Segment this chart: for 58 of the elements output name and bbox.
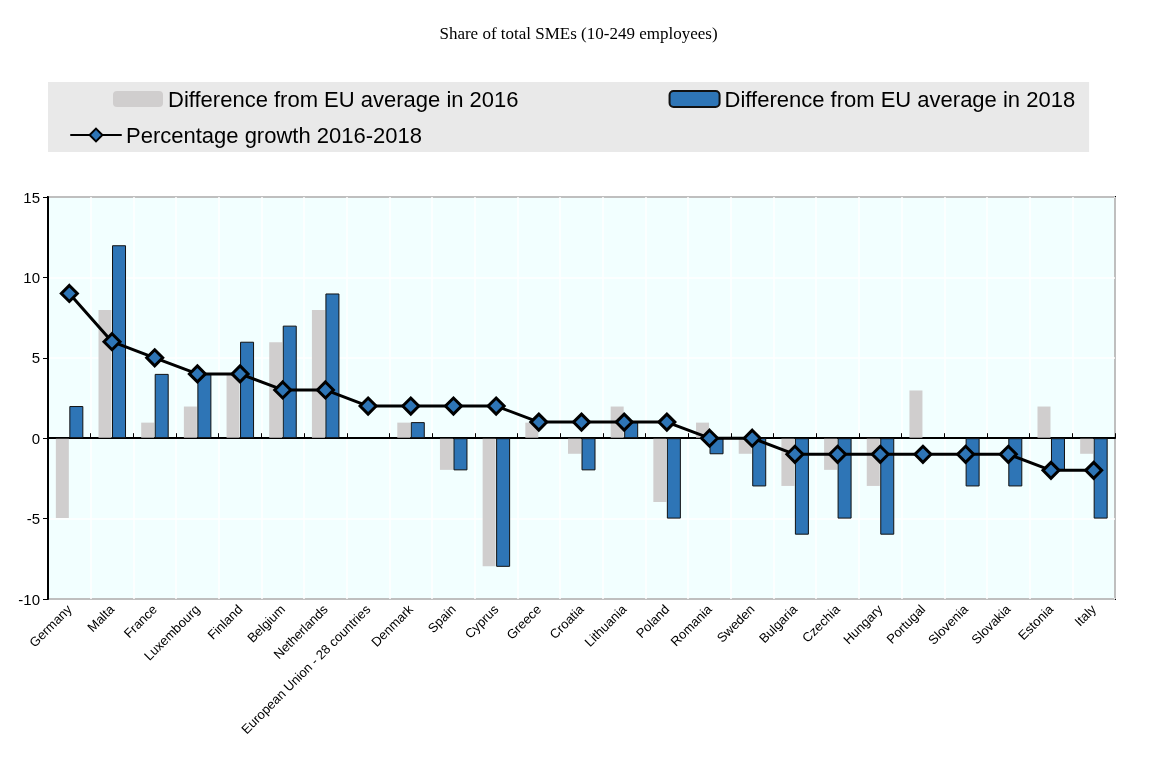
- point: [785, 444, 805, 464]
- bar: [909, 390, 923, 438]
- bar: [183, 406, 197, 438]
- point: [998, 444, 1018, 464]
- point: [657, 412, 677, 432]
- point: [145, 348, 165, 368]
- point: [913, 444, 933, 464]
- bar: [568, 438, 581, 454]
- point: [742, 428, 762, 448]
- point: [230, 364, 250, 384]
- bar: [226, 374, 240, 438]
- bar: [141, 422, 155, 438]
- bar: [69, 406, 84, 439]
- point: [529, 412, 549, 432]
- chart-title: Share of total SMEs (10-249 employees): [439, 24, 718, 43]
- point: [401, 396, 421, 416]
- legend-label: Difference from EU average in 2018: [724, 86, 1076, 112]
- x-tick-label: Italy: [1071, 601, 1100, 630]
- point: [1084, 460, 1104, 480]
- bar: [311, 310, 325, 438]
- bar: [581, 438, 596, 471]
- bar: [653, 438, 667, 503]
- y-tick-label: 10: [23, 268, 40, 286]
- y-tick-label: 15: [23, 188, 40, 206]
- y-tick-label: 0: [31, 429, 40, 447]
- bar: [154, 373, 169, 439]
- point: [358, 396, 378, 416]
- bar: [410, 422, 425, 439]
- point: [572, 412, 591, 432]
- point: [102, 332, 122, 352]
- bar: [55, 438, 69, 519]
- point: [828, 444, 848, 464]
- bar: [1037, 406, 1051, 438]
- point: [486, 396, 506, 416]
- point: [870, 444, 890, 464]
- point: [614, 412, 634, 432]
- point: [59, 283, 79, 303]
- y-tick-label: 5: [31, 349, 40, 367]
- point: [273, 380, 293, 400]
- bar: [439, 438, 453, 470]
- bar: [666, 438, 681, 519]
- point: [1041, 460, 1061, 480]
- point: [187, 364, 207, 384]
- bar: [1080, 438, 1094, 454]
- bar: [98, 310, 112, 438]
- point: [315, 380, 335, 400]
- bar: [453, 438, 468, 471]
- legend-label: Percentage growth 2016-2018: [126, 122, 422, 148]
- point: [700, 428, 720, 448]
- point: [443, 396, 463, 416]
- bar: [269, 342, 283, 438]
- legend-label: Difference from EU average in 2016: [168, 86, 519, 112]
- y-tick-label: -5: [26, 510, 40, 528]
- y-tick-label: -10: [18, 590, 40, 608]
- bar: [397, 422, 411, 438]
- bar: [496, 438, 511, 567]
- bar: [482, 438, 496, 567]
- point: [956, 444, 976, 464]
